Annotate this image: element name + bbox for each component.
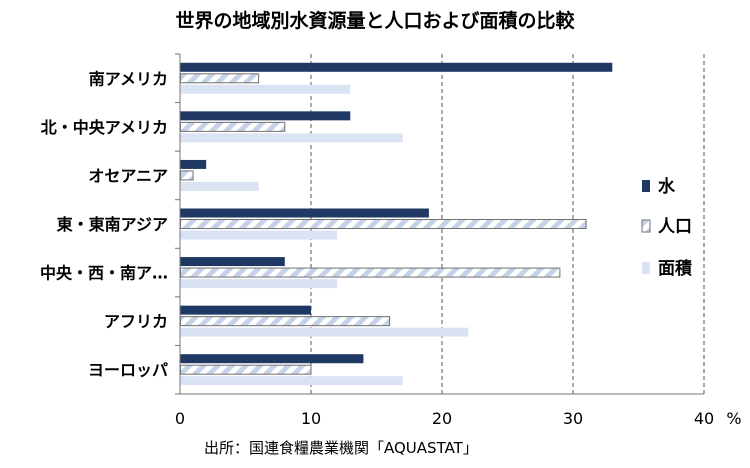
bar-area <box>180 376 403 386</box>
bar-area <box>180 181 259 191</box>
chart-title: 世界の地域別水資源量と人口および面積の比較 <box>175 10 575 32</box>
x-tick-label: 20 <box>432 409 452 428</box>
bar-population <box>180 73 260 84</box>
bar-water <box>180 257 285 267</box>
category-label: 南アメリカ <box>89 69 168 88</box>
bar-population <box>180 316 391 327</box>
x-tick-label: 30 <box>563 409 583 428</box>
bar-population <box>180 364 312 375</box>
legend-label: 面積 <box>658 258 693 279</box>
bar-population <box>180 219 587 229</box>
bar-population <box>180 170 194 181</box>
source-note: 出所：国連食糧農業機関「AQUASTAT」 <box>204 439 478 457</box>
bar-population <box>180 267 561 278</box>
bar-area <box>180 327 469 337</box>
category-label: オセアニア <box>88 166 168 185</box>
category-label: 東・東南アジア <box>57 215 168 234</box>
bar-water <box>180 111 351 121</box>
x-tick-label: 10 <box>301 409 321 428</box>
legend-label: 水 <box>658 176 676 197</box>
category-label: 中央・西・南ア… <box>40 264 168 283</box>
x-tick-label: 40 <box>694 409 714 428</box>
bar-area <box>180 279 338 289</box>
category-label: 北・中央アメリカ <box>41 118 168 137</box>
bar-water <box>180 305 311 315</box>
legend-swatch <box>642 262 650 274</box>
bar-water <box>180 62 613 72</box>
bar-area <box>180 230 338 240</box>
legend-swatch <box>642 180 650 192</box>
x-tick-label: 0 <box>175 409 185 428</box>
bar-water <box>180 208 429 218</box>
x-unit-label: % <box>726 409 741 428</box>
category-label: アフリカ <box>104 312 168 331</box>
bar-area <box>180 133 403 143</box>
legend-swatch <box>641 219 651 233</box>
bar-area <box>180 84 351 94</box>
legend-label: 人口 <box>658 217 692 237</box>
category-label: ヨーロッパ <box>88 361 168 380</box>
axis-layer <box>175 53 704 395</box>
labels-layer: 0 10 20 30 40 % 南アメリカ北・中央アメリカオセアニア東・東南アジア中央・西・… <box>40 69 742 428</box>
bar-water <box>180 354 364 364</box>
bar-water <box>180 159 207 169</box>
bar-population <box>180 121 286 132</box>
bars-layer <box>180 62 613 386</box>
